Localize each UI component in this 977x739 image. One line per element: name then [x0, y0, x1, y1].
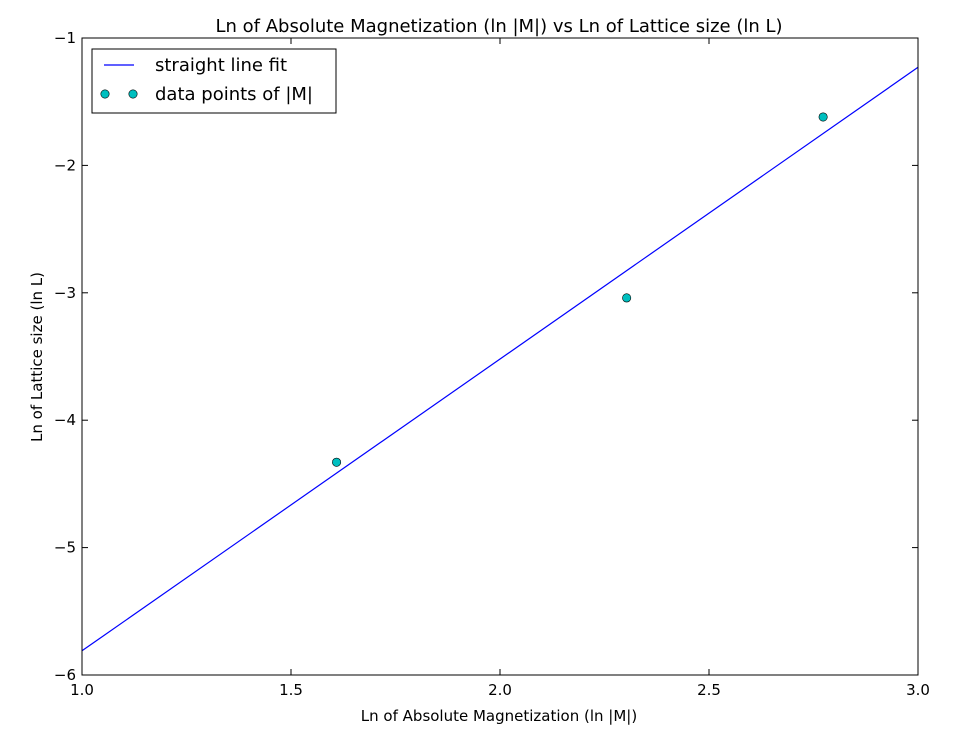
- legend: straight line fit data points of |M|: [91, 48, 337, 114]
- y-axis-label: Ln of Lattice size (ln L): [28, 272, 46, 442]
- x-tick-label: 2.0: [488, 681, 512, 699]
- data-point-2: [622, 293, 632, 303]
- x-tick-label: 2.5: [697, 681, 721, 699]
- chart-title: Ln of Absolute Magnetization (ln |M|) vs…: [215, 16, 782, 37]
- y-tick-label: −4: [54, 411, 76, 429]
- legend-label-line-fit: straight line fit: [155, 55, 287, 76]
- legend-marker-swatch-1: [100, 89, 110, 99]
- y-tick-label: −3: [54, 284, 76, 302]
- x-tick-label: 3.0: [906, 681, 930, 699]
- legend-box: [91, 48, 337, 114]
- series-layer: [82, 66, 918, 652]
- axes-frame: [81, 37, 919, 676]
- x-tick-label: 1.5: [279, 681, 303, 699]
- y-tick-label: −1: [54, 29, 76, 47]
- axis-ticks: 1.0 1.5 2.0 2.5 3.0 −1 −2 −3 −4 −5 −6: [54, 29, 930, 699]
- y-tick-label: −2: [54, 156, 76, 174]
- x-tick-label: 1.0: [70, 681, 94, 699]
- y-tick-label: −5: [54, 539, 76, 557]
- legend-marker-swatch-2: [128, 89, 138, 99]
- y-tick-label: −6: [54, 666, 76, 684]
- x-axis-label: Ln of Absolute Magnetization (ln |M|): [361, 707, 637, 725]
- data-point-3: [818, 112, 828, 122]
- fit-line: [82, 66, 918, 652]
- legend-label-data-points: data points of |M|: [155, 84, 313, 105]
- plot-area: [82, 66, 918, 652]
- data-point-1: [332, 457, 342, 467]
